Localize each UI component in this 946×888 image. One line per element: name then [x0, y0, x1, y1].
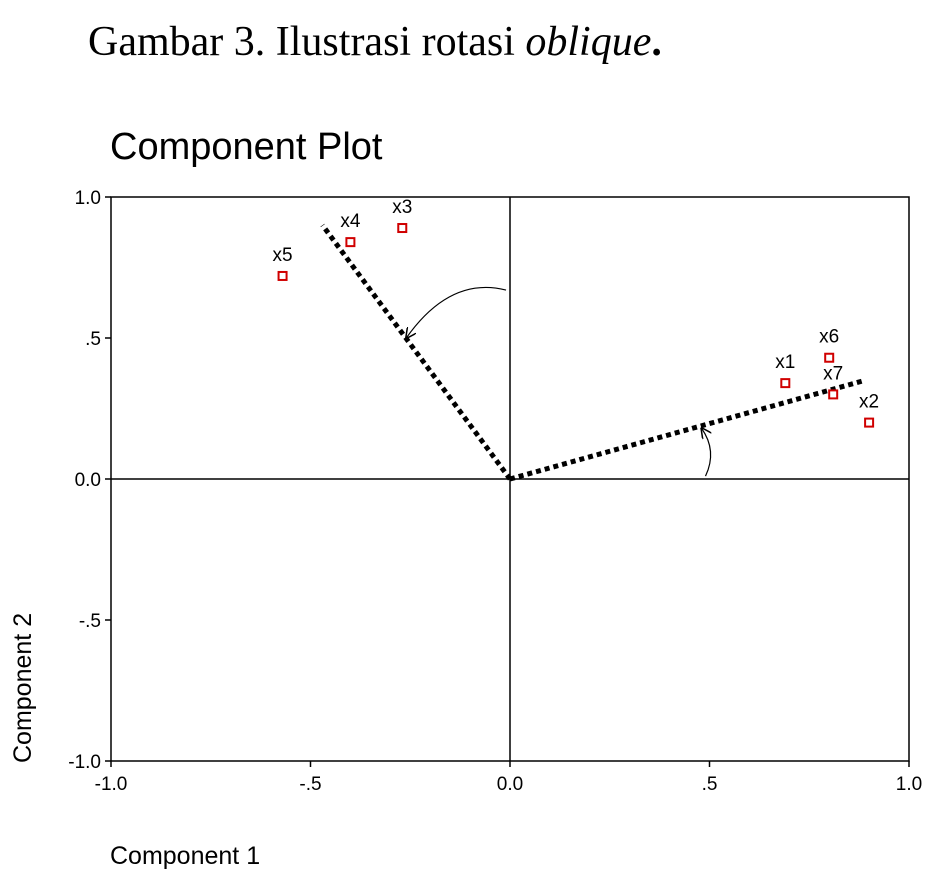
- y-tick-label: -.5: [79, 611, 101, 632]
- y-tick-label: 0.0: [75, 470, 101, 491]
- point-label-x1: x1: [775, 352, 795, 373]
- rotation-arrow: [702, 428, 711, 477]
- y-tick-label: 1.0: [75, 188, 101, 209]
- point-label-x4: x4: [340, 211, 361, 232]
- x-tick-label: -1.0: [95, 774, 128, 795]
- chart-title: Component Plot: [110, 126, 383, 168]
- y-tick-label: -1.0: [68, 752, 101, 773]
- point-marker-x7: [828, 389, 839, 400]
- point-marker-x5: [277, 270, 288, 281]
- x-tick-label: .5: [702, 774, 718, 795]
- caption-italic: oblique: [525, 19, 652, 65]
- figure-caption: Gambar 3. Ilustrasi rotasi oblique.: [88, 18, 662, 66]
- rotated-axis-line: [320, 223, 513, 481]
- point-marker-x1: [780, 378, 791, 389]
- y-axis-title: Component 2: [9, 613, 37, 763]
- point-label-x6: x6: [819, 327, 839, 348]
- point-label-x3: x3: [392, 197, 412, 218]
- x-tick-label: 0.0: [497, 774, 523, 795]
- point-marker-x6: [824, 352, 835, 363]
- point-label-x7: x7: [823, 363, 843, 384]
- x-axis-title: Component 1: [110, 842, 260, 870]
- rotation-arrow: [406, 286, 507, 338]
- rotated-axis-line: [509, 377, 866, 482]
- point-marker-x2: [864, 417, 875, 428]
- x-tick-label: 1.0: [896, 774, 922, 795]
- x-tick-label: -.5: [299, 774, 321, 795]
- caption-prefix: Gambar 3. Ilustrasi rotasi: [88, 19, 526, 65]
- caption-suffix: .: [651, 19, 662, 65]
- point-marker-x3: [397, 223, 408, 234]
- y-tick-label: .5: [85, 329, 101, 350]
- point-label-x5: x5: [273, 245, 293, 266]
- point-label-x2: x2: [859, 392, 879, 413]
- point-marker-x4: [345, 237, 356, 248]
